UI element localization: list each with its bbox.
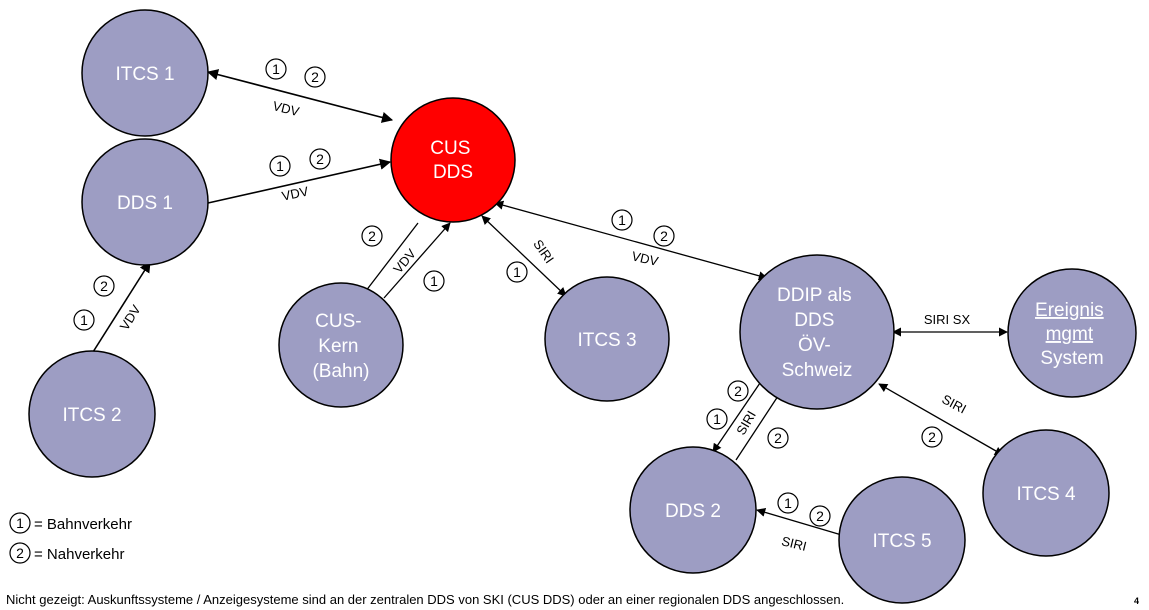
badge-1-cus-ddip: 1 — [611, 209, 633, 231]
svg-text:1: 1 — [713, 411, 721, 427]
badge-2-itcs2-dds1: 2 — [93, 275, 115, 297]
edge-ddip-itcs4 — [878, 383, 1004, 456]
legend-badge-1: 1 — [9, 512, 31, 534]
legend-nahverkehr: = Nahverkehr — [34, 546, 124, 563]
badge-1-itcs1-cus: 1 — [265, 58, 287, 80]
badge-2-ddip-itcs4: 2 — [921, 426, 943, 448]
badge-1-ddip-dds2: 1 — [706, 408, 728, 430]
edge-label-cus-itcs3: SIRI — [530, 237, 557, 266]
badge-1-itcs2-dds1: 1 — [73, 309, 95, 331]
node-itcs3-label: ITCS 3 — [577, 330, 636, 351]
edge-itcs1-cus — [206, 69, 394, 123]
svg-text:1: 1 — [16, 515, 24, 531]
node-dds1-label: DDS 1 — [117, 193, 173, 214]
badge-2-cus-kern: 2 — [361, 225, 383, 247]
node-ereignis-circle[interactable] — [1007, 268, 1137, 398]
node-itcs1-label: ITCS 1 — [115, 64, 174, 85]
legend-bahnverkehr: = Bahnverkehr — [34, 516, 132, 533]
node-itcs5-label: ITCS 5 — [872, 531, 931, 552]
node-itcs1-circle[interactable] — [81, 9, 209, 137]
node-dds2-label: DDS 2 — [665, 501, 721, 522]
node-cus-kern-circle[interactable] — [278, 282, 404, 408]
edge-dds2-ddip-up — [735, 389, 783, 461]
badge-2-ddip-dds2-top: 2 — [727, 380, 749, 402]
node-ereignis-label: Ereignis mgmt System — [1035, 300, 1109, 369]
badge-2-ddip-dds2-bottom: 2 — [767, 427, 789, 449]
legend-badge-2: 2 — [9, 542, 31, 564]
badge-2-itcs1-cus: 2 — [304, 66, 326, 88]
svg-text:2: 2 — [816, 508, 824, 524]
node-cus-dds-circle[interactable] — [390, 97, 516, 223]
svg-text:1: 1 — [784, 495, 792, 511]
badge-2-dds1-cus: 2 — [309, 148, 331, 170]
edge-label-cus-kern: VDV — [390, 246, 419, 276]
edge-label-itcs1-cus: VDV — [271, 98, 301, 119]
svg-text:2: 2 — [774, 430, 782, 446]
node-itcs2-circle[interactable] — [28, 350, 156, 478]
node-itcs4-circle[interactable] — [982, 429, 1110, 557]
node-ddip-label: DDIP als DDS ÖV- Schweiz — [777, 285, 857, 381]
node-itcs3-circle[interactable] — [544, 276, 670, 402]
edge-label-ddip-ereignis: SIRI SX — [924, 312, 971, 327]
edge-label-itcs5-dds2: SIRI — [780, 533, 808, 554]
svg-text:2: 2 — [16, 545, 24, 561]
badge-1-cus-kern: 1 — [423, 270, 445, 292]
node-itcs2-label: ITCS 2 — [62, 405, 121, 426]
svg-text:1: 1 — [272, 61, 280, 77]
node-cus-dds-label: CUS DDS — [430, 138, 475, 183]
edge-label-ddip-itcs4: SIRI — [939, 391, 968, 416]
edge-cus-kern-down — [361, 222, 419, 297]
node-dds2-circle[interactable] — [629, 446, 757, 574]
edge-label-cus-ddip: VDV — [630, 248, 660, 269]
edge-itcs2-dds1 — [92, 261, 151, 353]
badge-2-itcs5-dds2: 2 — [809, 505, 831, 527]
nodes: ITCS 1 DDS 1 ITCS 2 CUS DDS CUS- Kern (B… — [28, 9, 1137, 604]
node-itcs5-circle[interactable] — [838, 476, 966, 604]
svg-text:1: 1 — [80, 312, 88, 328]
edge-label-dds1-cus: VDV — [280, 183, 310, 203]
edge-itcs5-dds2 — [756, 507, 846, 537]
legend: 1 = Bahnverkehr 2 = Nahverkehr — [9, 512, 132, 564]
node-ddip-circle[interactable] — [739, 254, 895, 410]
svg-text:2: 2 — [316, 151, 324, 167]
badges: 1 2 1 2 2 1 2 1 1 1 2 2 2 1 2 1 2 — [73, 58, 943, 527]
svg-text:2: 2 — [100, 278, 108, 294]
footnote: Nicht gezeigt: Auskunftssysteme / Anzeig… — [6, 592, 844, 607]
edge-kern-cus-up — [383, 222, 451, 299]
svg-text:2: 2 — [660, 228, 668, 244]
svg-text:1: 1 — [276, 158, 284, 174]
node-dds1-circle[interactable] — [81, 138, 209, 266]
svg-text:1: 1 — [618, 212, 626, 228]
svg-text:2: 2 — [368, 228, 376, 244]
edge-ddip-dds2-down — [712, 382, 761, 453]
badge-1-dds1-cus: 1 — [269, 155, 291, 177]
badge-1-itcs5-dds2: 1 — [777, 492, 799, 514]
page-number: 4 — [1134, 596, 1139, 606]
edge-dds1-cus — [207, 158, 392, 204]
edge-cus-ddip — [494, 200, 768, 281]
edges — [92, 69, 1008, 537]
svg-text:1: 1 — [513, 264, 521, 280]
node-cus-kern-label: CUS- Kern (Bahn) — [312, 311, 369, 382]
node-itcs4-label: ITCS 4 — [1016, 484, 1076, 505]
badge-1-cus-itcs3: 1 — [506, 261, 528, 283]
svg-text:2: 2 — [928, 429, 936, 445]
svg-text:2: 2 — [734, 383, 742, 399]
svg-text:2: 2 — [311, 69, 319, 85]
badge-2-cus-ddip: 2 — [653, 225, 675, 247]
edge-label-ddip-dds2: SIRI — [733, 408, 759, 437]
svg-text:1: 1 — [430, 273, 438, 289]
